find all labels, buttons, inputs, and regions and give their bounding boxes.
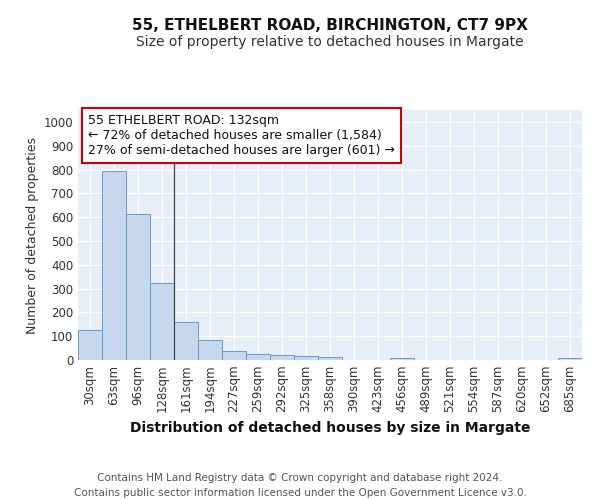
Text: 55, ETHELBERT ROAD, BIRCHINGTON, CT7 9PX: 55, ETHELBERT ROAD, BIRCHINGTON, CT7 9PX [132,18,528,32]
Bar [78,330,102,360]
Text: 55 ETHELBERT ROAD: 132sqm
← 72% of detached houses are smaller (1,584)
27% of se: 55 ETHELBERT ROAD: 132sqm ← 72% of detac… [88,114,395,157]
Bar [294,356,318,360]
Bar [246,354,270,360]
Bar [558,358,582,360]
Y-axis label: Number of detached properties: Number of detached properties [26,136,40,334]
Bar [318,356,342,360]
Bar [222,351,246,360]
Bar [198,340,222,360]
Bar [150,282,174,360]
X-axis label: Distribution of detached houses by size in Margate: Distribution of detached houses by size … [130,421,530,435]
Bar [174,322,198,360]
Text: Size of property relative to detached houses in Margate: Size of property relative to detached ho… [136,35,524,49]
Bar [126,214,150,360]
Bar [102,170,126,360]
Bar [390,358,414,360]
Text: Contains HM Land Registry data © Crown copyright and database right 2024.
Contai: Contains HM Land Registry data © Crown c… [74,472,526,498]
Bar [270,355,294,360]
